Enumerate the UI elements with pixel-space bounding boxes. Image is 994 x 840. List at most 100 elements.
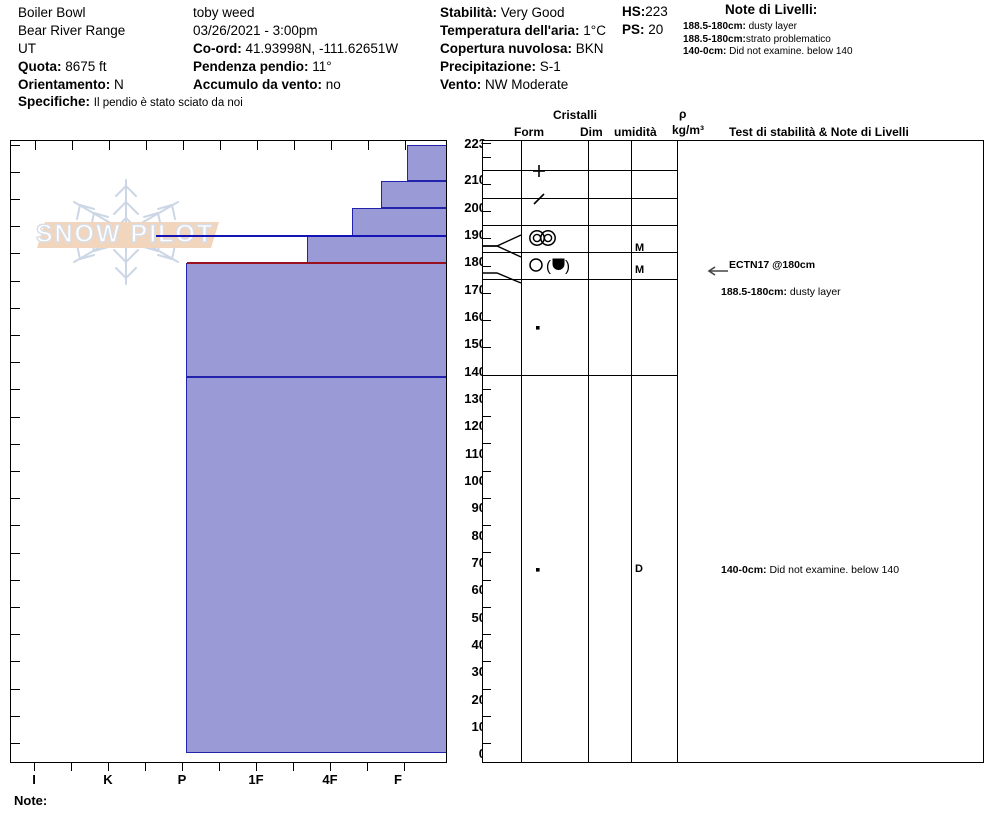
header-elevation: Quota: 8675 ft — [18, 58, 125, 76]
grain-symbol-precip-particles — [531, 163, 547, 182]
column-header-umidita: umidità — [614, 125, 657, 139]
cloud-cover-value: BKN — [575, 41, 604, 56]
layer-bar-190-180[interactable] — [307, 236, 446, 263]
hardness-axis: I K P 1F 4F F — [10, 763, 450, 793]
specifics-label: Specifiche: — [18, 94, 91, 109]
svg-text:): ) — [565, 258, 570, 274]
coordinates-value: 41.93998N, -111.62651W — [245, 41, 399, 56]
hardness-graph[interactable]: SNOW PILOT — [10, 140, 447, 763]
grid-row-divider — [483, 170, 677, 171]
grid-separator — [677, 141, 678, 762]
layer-bar-180-140[interactable] — [186, 263, 446, 377]
depth-label: 120 — [464, 418, 486, 433]
layer-bar-210-200[interactable] — [381, 181, 446, 208]
layer-note-text: Did not examine. below 140 — [729, 46, 853, 57]
header-wind-loading: Accumulo da vento: no — [193, 76, 398, 94]
wind-loading-value: no — [325, 77, 341, 92]
header-stability: Stabilità: Very Good — [440, 4, 606, 22]
dot-icon — [536, 326, 540, 330]
header-datetime: 03/26/2021 - 3:00pm — [193, 22, 398, 40]
depth-label: 170 — [464, 282, 486, 297]
site-name-value: Boiler Bowl — [18, 5, 86, 20]
depth-label: 223 — [464, 136, 486, 151]
wind-label: Vento: — [440, 77, 482, 92]
cloud-cover-label: Copertura nuvolosa: — [440, 41, 573, 56]
hardness-label-1f: 1F — [248, 772, 264, 787]
header-total-snow-height: HS:223 — [622, 4, 668, 19]
header-range-name: Bear River Range — [18, 22, 125, 40]
header-precipitation: Precipitazione: S-1 — [440, 58, 606, 76]
grain-symbol-dot-upper — [534, 321, 542, 335]
elevation-label: Quota: — [18, 59, 62, 74]
layer-bar-140-0[interactable] — [186, 377, 446, 753]
wetness-value: M — [635, 242, 645, 254]
datetime-value: 03/26/2021 - 3:00pm — [193, 23, 318, 38]
stability-label: Stabilità: — [440, 5, 498, 20]
profile-header: Boiler Bowl Bear River Range UT Quota: 8… — [0, 0, 994, 115]
wind-value: NW Moderate — [485, 77, 569, 92]
bottom-note-label: Note: — [14, 793, 48, 808]
hs-label: HS: — [622, 4, 646, 19]
precipitation-label: Precipitazione: — [440, 59, 537, 74]
depth-label: 200 — [464, 200, 486, 215]
layer-note-range: 188.5-180cm: — [683, 21, 746, 32]
header-state: UT — [18, 40, 125, 58]
dot-icon — [536, 568, 540, 572]
header-aspect: Orientamento: N — [18, 76, 125, 94]
grid-row-divider — [483, 252, 677, 253]
column-header-cristalli: Cristalli — [553, 108, 598, 122]
layer-note-range: 188.5-180cm: — [721, 286, 787, 298]
layer-data-grid[interactable]: ( ) M M D — [482, 140, 984, 763]
state-value: UT — [18, 41, 36, 56]
hardness-label-i: I — [32, 772, 36, 787]
grain-symbol-rounded-grains — [527, 229, 559, 250]
layer-bar-200-190[interactable] — [352, 208, 446, 236]
layer-note-row: 140-0cm: Did not examine. below 140 — [683, 46, 993, 59]
column-header-rho: ρ — [679, 107, 687, 121]
grid-row-divider — [483, 225, 677, 226]
rounded-and-depth-hoar-icon: ( ) — [529, 258, 570, 275]
arrow-left-icon — [707, 266, 728, 276]
stability-value: Very Good — [500, 5, 565, 20]
grid-separator — [588, 141, 589, 762]
aspect-label: Orientamento: — [18, 77, 111, 92]
layer-note-text: dusty layer — [789, 286, 841, 298]
layer-note-annotation: 188.5-180cm: dusty layer — [721, 286, 841, 298]
grid-row-divider — [483, 375, 677, 376]
depth-label: 150 — [464, 336, 486, 351]
wetness-value: D — [635, 563, 643, 575]
depth-label: 190 — [464, 227, 486, 242]
grid-separator — [521, 141, 522, 762]
hardness-label-f: F — [394, 772, 402, 787]
observer-value: toby weed — [193, 5, 255, 20]
layer-bar-223-210[interactable] — [407, 145, 446, 181]
plus-icon — [533, 165, 545, 177]
layer-note-text: strato problematico — [745, 33, 831, 45]
ps-label: PS: — [622, 22, 645, 37]
grain-symbol-dot-lower — [534, 563, 542, 577]
column-header-form: Form — [514, 125, 544, 139]
hardness-label-p: P — [177, 772, 187, 787]
header-specifics: Specifiche: Il pendio è stato sciato da … — [18, 94, 243, 109]
depth-label: 140 — [464, 364, 486, 379]
snowpilot-logo-text: SNOW PILOT — [36, 220, 214, 248]
depth-label: 210 — [464, 172, 486, 187]
grid-separator — [631, 141, 632, 762]
stability-test-text: ECTN17 @180cm — [729, 259, 816, 271]
depth-label: 130 — [464, 391, 486, 406]
profile-plot-area: SNOW PILOT — [10, 136, 984, 763]
header-layer-notes: Note di Livelli: 188.5-180cm: dusty laye… — [683, 2, 993, 59]
layer-note-row: 188.5-180cm:strato problematico — [683, 34, 993, 47]
layer-note-row: 188.5-180cm: dusty layer — [683, 21, 993, 34]
header-air-temp: Temperatura dell'aria: 1°C — [440, 22, 606, 40]
rounded-grains-icon — [529, 230, 556, 246]
header-slope-angle: Pendenza pendio: 11° — [193, 58, 398, 76]
layer-note-text: Did not examine. below 140 — [769, 564, 900, 576]
header-column-conditions: Stabilità: Very Good Temperatura dell'ar… — [440, 4, 606, 94]
precipitation-value: S-1 — [539, 59, 561, 74]
layer-notes-title: Note di Livelli: — [725, 2, 818, 17]
svg-text:(: ( — [546, 258, 551, 274]
layer-note-annotation: 140-0cm: Did not examine. below 140 — [721, 564, 899, 576]
wetness-value: M — [635, 264, 645, 276]
